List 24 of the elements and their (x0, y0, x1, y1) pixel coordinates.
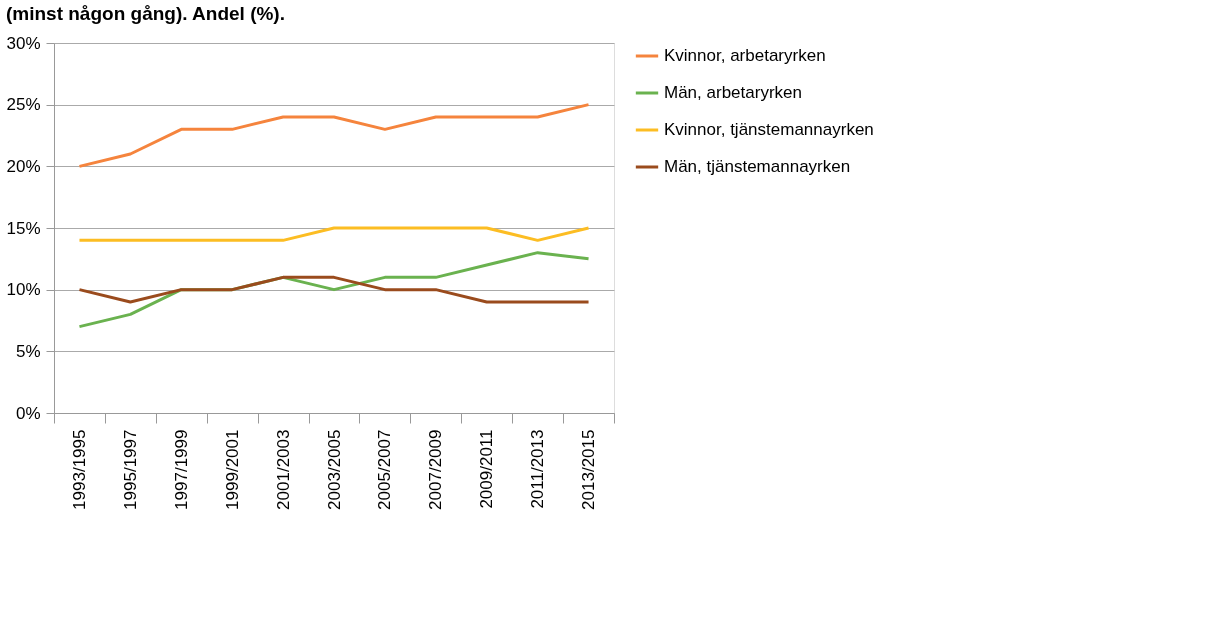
x-tick-label: 1997/1999 (171, 429, 191, 510)
x-tick-label: 2001/2003 (273, 429, 293, 510)
legend-label: Män, arbetaryrken (664, 83, 802, 102)
legend-label: Kvinnor, tjänstemannayrken (664, 120, 874, 139)
chart-title: (minst någon gång). Andel (%). (5, 3, 285, 24)
legend-label: Män, tjänstemannayrken (664, 157, 851, 176)
y-tick-label: 10% (6, 280, 41, 300)
y-tick-label: 0% (15, 403, 41, 423)
x-tick-label: 1999/2001 (222, 429, 242, 510)
y-tick-label: 20% (6, 156, 41, 176)
y-tick-label: 15% (6, 218, 41, 238)
legend-label: Kvinnor, arbetaryrken (664, 46, 826, 65)
y-tick-label: 30% (6, 33, 41, 53)
x-tick-label: 1993/1995 (69, 429, 89, 510)
x-tick-label: 2005/2007 (375, 429, 395, 510)
x-tick-label: 2013/2015 (579, 429, 599, 510)
x-tick-label: 2011/2013 (528, 429, 548, 509)
line-series (77, 103, 591, 168)
y-tick-label: 25% (6, 95, 41, 115)
x-tick-label: 2007/2009 (426, 429, 446, 510)
x-tick-label: 2009/2011 (477, 429, 497, 509)
y-tick-label: 5% (15, 341, 41, 361)
x-tick-label: 1995/1997 (120, 429, 140, 510)
x-tick-label: 2003/2005 (324, 429, 344, 510)
